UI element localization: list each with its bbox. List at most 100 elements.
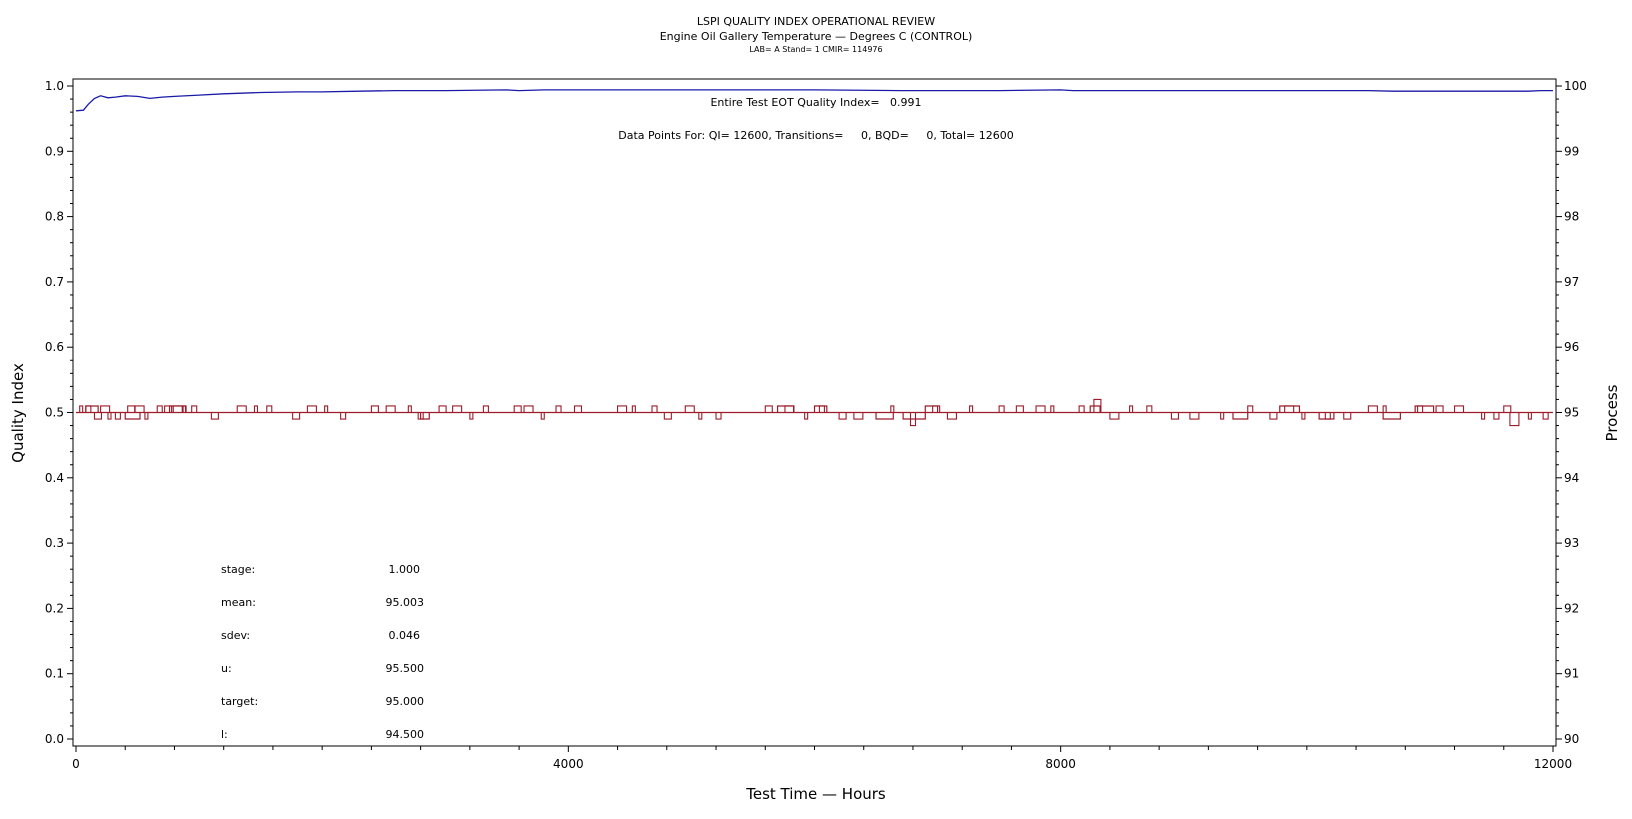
process-spike bbox=[818, 405, 825, 413]
process-step bbox=[875, 412, 894, 420]
process-spike bbox=[523, 405, 534, 413]
stat-value: 95.500 bbox=[386, 662, 425, 675]
process-step bbox=[1414, 405, 1435, 413]
process-spike bbox=[631, 405, 636, 413]
x-tick-label: 12000 bbox=[1534, 757, 1572, 771]
y2-tick-label: 97 bbox=[1564, 275, 1579, 289]
process-spike bbox=[385, 405, 396, 413]
y-tick-label: 0.2 bbox=[45, 601, 64, 615]
process-spike bbox=[853, 412, 864, 420]
stat-label: sdev: bbox=[221, 629, 250, 642]
process-spike bbox=[1324, 412, 1331, 420]
process-step bbox=[1382, 412, 1401, 420]
process-spike bbox=[253, 405, 259, 413]
process-step bbox=[902, 412, 926, 420]
process-spike bbox=[715, 412, 722, 420]
process-spike bbox=[946, 412, 957, 420]
process-spike bbox=[1301, 412, 1306, 420]
process-spike bbox=[1247, 405, 1254, 413]
y2-tick-label: 91 bbox=[1564, 667, 1579, 681]
chart-title: LSPI QUALITY INDEX OPERATIONAL REVIEW bbox=[697, 15, 935, 28]
process-spike bbox=[452, 405, 463, 413]
process-step bbox=[1089, 405, 1101, 413]
process-spike bbox=[107, 412, 112, 420]
y-tick-label: 1.0 bbox=[45, 79, 64, 93]
left-axis: 0.0 0.1 0.2 0.3 0.4 0.5 0.6 0.7 0.8 0.9 1.0 bbox=[45, 79, 73, 746]
process-spike bbox=[1435, 405, 1444, 413]
process-spike bbox=[79, 405, 84, 413]
chart-subtitle: Engine Oil Gallery Temperature — Degrees… bbox=[660, 30, 973, 43]
quality-index-annotation: Entire Test EOT Quality Index= 0.991 bbox=[710, 96, 921, 109]
quality-index-line bbox=[75, 89, 1553, 112]
y2-tick-label: 98 bbox=[1564, 210, 1579, 224]
y-tick-label: 0.4 bbox=[45, 471, 64, 485]
process-spike bbox=[1015, 405, 1024, 413]
process-spike bbox=[663, 412, 672, 420]
process-spike bbox=[417, 412, 424, 420]
process-step bbox=[85, 405, 99, 413]
series-layer bbox=[75, 89, 1553, 427]
process-step bbox=[924, 405, 939, 413]
y-tick-label: 0.0 bbox=[45, 732, 64, 746]
process-spike bbox=[1382, 405, 1387, 413]
process-spike bbox=[1343, 412, 1352, 420]
x-tick-label: 4000 bbox=[553, 757, 584, 771]
x-tick-label: 8000 bbox=[1045, 757, 1076, 771]
y-axis-label: Quality Index bbox=[9, 363, 27, 463]
process-spike bbox=[1493, 412, 1500, 420]
process-spike bbox=[1503, 405, 1512, 413]
process-step bbox=[1232, 412, 1249, 420]
y-tick-label: 0.7 bbox=[45, 275, 64, 289]
process-spike bbox=[191, 405, 198, 413]
process-spike bbox=[1269, 412, 1278, 420]
process-spike bbox=[573, 405, 583, 413]
process-spike bbox=[684, 405, 695, 413]
bottom-axis: 0 4000 8000 12000 bbox=[72, 746, 1572, 771]
process-spike bbox=[266, 405, 273, 413]
chart-subtitle-2: LAB= A Stand= 1 CMIR= 114976 bbox=[749, 45, 882, 54]
process-spike bbox=[236, 405, 247, 413]
process-spike bbox=[1050, 405, 1055, 413]
process-spike bbox=[1417, 405, 1424, 413]
process-spike bbox=[156, 405, 163, 413]
stats-block: stage: 1.000 mean: 95.003 sdev: 0.046 u:… bbox=[221, 563, 424, 741]
right-axis: 90 91 92 93 94 95 96 97 98 99 100 bbox=[1556, 79, 1587, 746]
process-spike bbox=[969, 405, 974, 413]
process-spike bbox=[182, 405, 187, 413]
process-spike bbox=[1129, 405, 1134, 413]
process-spike bbox=[164, 405, 173, 413]
y-tick-label: 0.5 bbox=[45, 406, 64, 420]
process-spike bbox=[93, 412, 103, 420]
stat-label: stage: bbox=[221, 563, 255, 576]
process-spike bbox=[340, 412, 347, 420]
process-spike bbox=[1284, 405, 1295, 413]
process-spike bbox=[438, 405, 447, 413]
process-spike bbox=[1481, 412, 1486, 420]
process-spike bbox=[1189, 412, 1200, 420]
stat-value: 94.500 bbox=[386, 728, 425, 741]
y2-tick-label: 96 bbox=[1564, 340, 1579, 354]
process-step bbox=[420, 412, 430, 420]
process-spike bbox=[1527, 412, 1532, 420]
process-spike bbox=[804, 412, 809, 420]
process-spike bbox=[127, 405, 136, 413]
process-spike bbox=[838, 412, 847, 420]
process-spike bbox=[292, 412, 301, 420]
process-spike bbox=[1035, 405, 1046, 413]
process-spike bbox=[513, 405, 522, 413]
process-spike bbox=[1170, 412, 1179, 420]
process-spike bbox=[469, 412, 474, 420]
process-spike bbox=[172, 405, 183, 413]
process-spike bbox=[1367, 405, 1378, 413]
process-spike bbox=[324, 405, 329, 413]
stat-value: 1.000 bbox=[389, 563, 421, 576]
y2-tick-label: 95 bbox=[1564, 406, 1579, 420]
y-tick-label: 0.3 bbox=[45, 536, 64, 550]
y2-tick-label: 94 bbox=[1564, 471, 1579, 485]
stat-label: u: bbox=[221, 662, 232, 675]
process-spike bbox=[540, 412, 545, 420]
process-spike bbox=[932, 405, 941, 413]
process-spike bbox=[909, 412, 917, 427]
y2-tick-label: 100 bbox=[1564, 79, 1587, 93]
process-spike bbox=[100, 405, 111, 413]
